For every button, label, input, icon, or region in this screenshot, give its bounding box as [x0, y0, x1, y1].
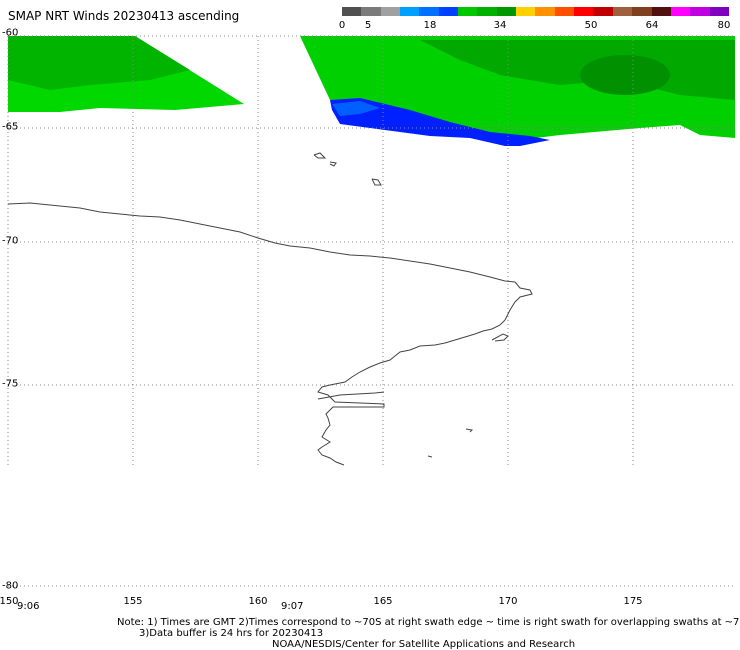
colorbar-tick-label: 34 [493, 20, 507, 31]
longitude-label: 175 [623, 596, 643, 607]
colorbar-swatch [632, 7, 652, 16]
colorbar-swatch [574, 7, 594, 16]
colorbar-swatch [400, 7, 420, 16]
coastline [7, 152, 533, 466]
colorbar-tick-label: 64 [645, 20, 659, 31]
colorbar-swatch [651, 7, 671, 16]
colorbar-tick-label: 50 [584, 20, 598, 31]
swath-darkest-green [580, 55, 670, 95]
swath-left-darkgreen [8, 36, 190, 90]
latitude-label: -60 [2, 27, 19, 39]
note-line-2: 3)Data buffer is 24 hrs for 20230413 [139, 628, 324, 639]
latitude-label: -65 [2, 121, 19, 133]
colorbar-swatch [554, 7, 575, 16]
latitude-label: -80 [2, 580, 19, 592]
colorbar-swatch [535, 7, 555, 16]
credit-line: NOAA/NESDIS/Center for Satellite Applica… [272, 639, 576, 650]
colorbar-swatch [380, 7, 401, 16]
colorbar-swatch [593, 7, 613, 16]
colorbar-tick-label: 18 [423, 20, 437, 31]
colorbar-swatch [516, 7, 536, 16]
latitude-label: -75 [2, 378, 19, 390]
note-line-1: Note: 1) Times are GMT 2)Times correspon… [117, 617, 740, 628]
colorbar-tick-label: 0 [338, 20, 346, 31]
colorbar-swatch [612, 7, 633, 16]
colorbar-swatch [670, 7, 691, 16]
wind-speed-colorbar [342, 7, 729, 16]
time-label-mid: 9:07 [281, 601, 304, 612]
colorbar-swatch [438, 7, 459, 16]
colorbar-swatch [690, 7, 710, 16]
colorbar-swatch [709, 7, 729, 16]
colorbar-swatch [496, 7, 517, 16]
longitude-label: 155 [123, 596, 143, 607]
swath-lightblue-band [332, 101, 380, 116]
longitude-label: 150 [0, 596, 19, 607]
longitude-label: 170 [498, 596, 518, 607]
longitude-label: 160 [248, 596, 268, 607]
colorbar-tick-label: 80 [717, 20, 731, 31]
colorbar-swatch [361, 7, 381, 16]
colorbar-swatch [458, 7, 478, 16]
time-label-start: 9:06 [17, 601, 40, 612]
colorbar-swatch [342, 7, 362, 16]
swath-blue-band [330, 98, 550, 146]
latitude-label: -70 [2, 235, 19, 247]
colorbar-swatch [419, 7, 439, 16]
colorbar-tick-label: 5 [364, 20, 372, 31]
longitude-label: 165 [373, 596, 393, 607]
colorbar-swatch [477, 7, 497, 16]
map-title: SMAP NRT Winds 20230413 ascending [8, 9, 240, 23]
